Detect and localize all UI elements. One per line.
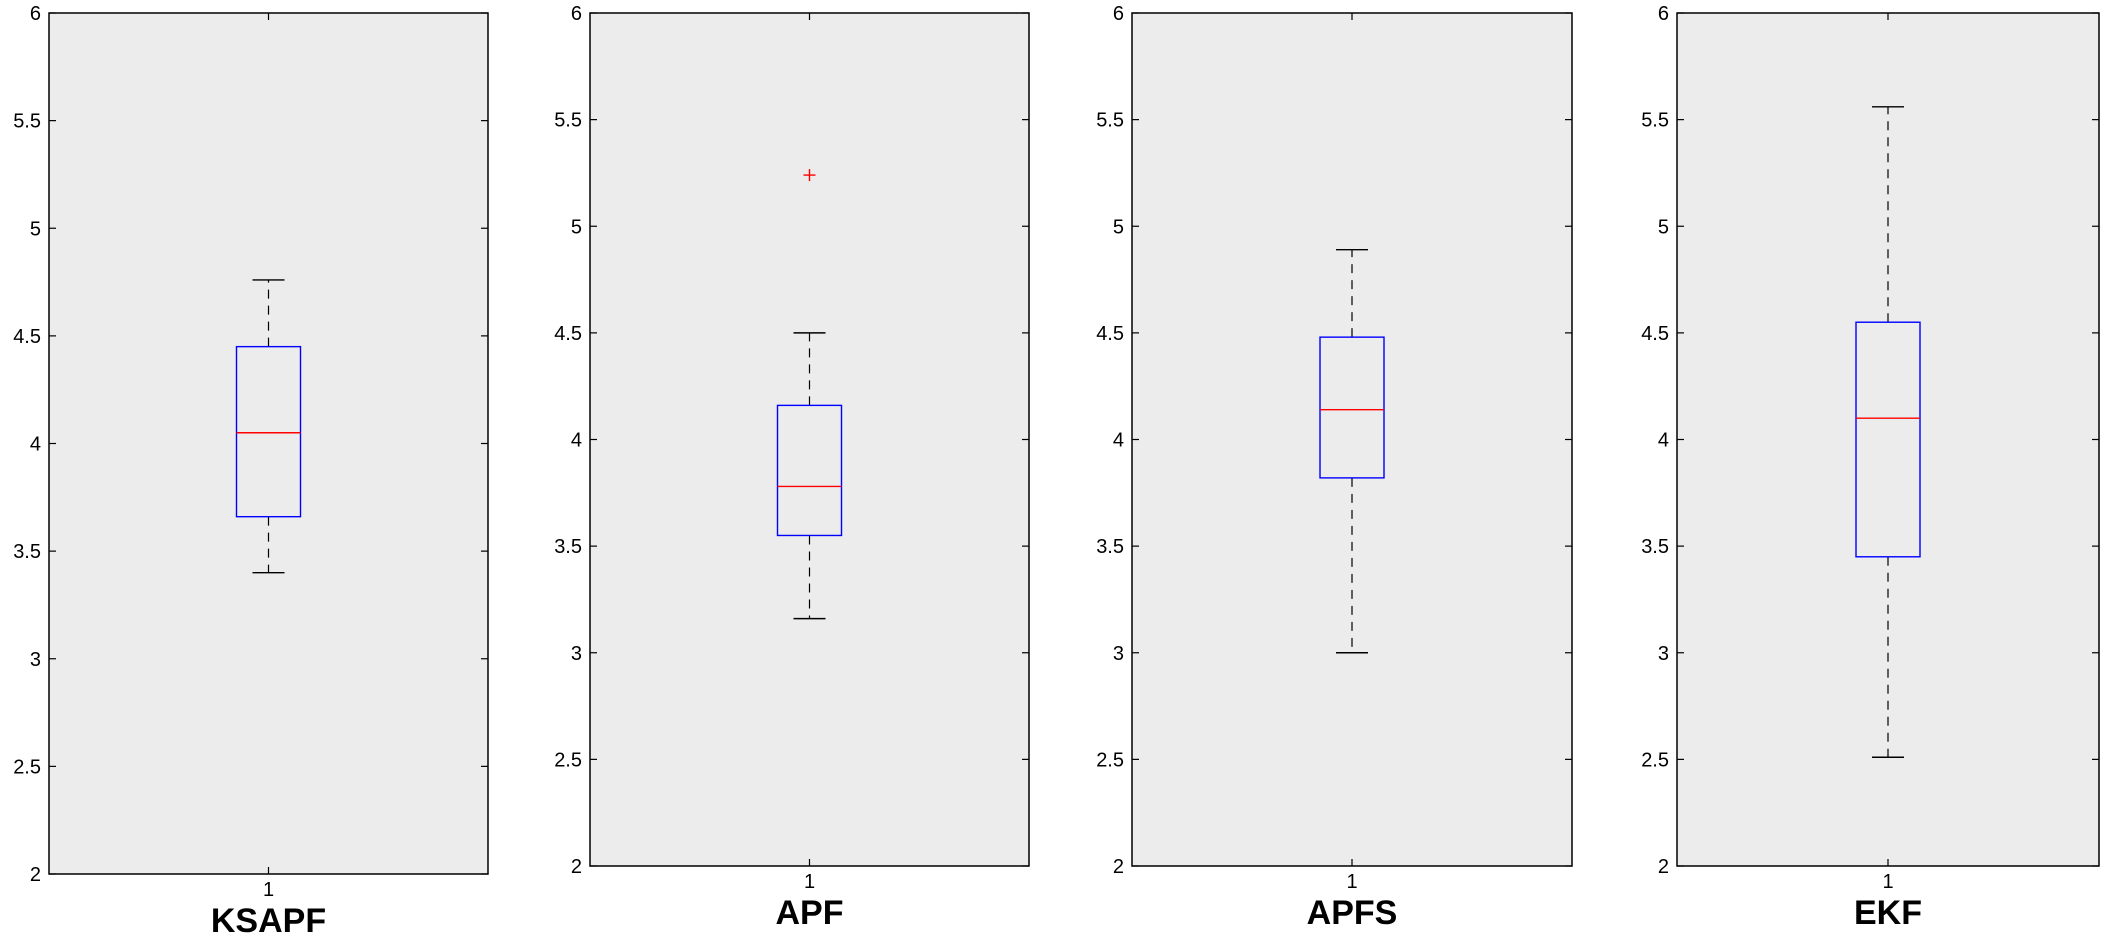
- panel-title: EKF: [1854, 894, 1922, 932]
- y-tick-label: 2.5: [554, 749, 582, 771]
- y-tick-label: 2: [571, 856, 582, 878]
- panel-title: APFS: [1307, 894, 1398, 932]
- y-tick-label: 4: [1113, 430, 1124, 452]
- y-tick-label: 5.5: [554, 110, 582, 132]
- y-tick-label: 2.5: [13, 756, 41, 778]
- outlier-point: [803, 169, 816, 182]
- iqr-box: [776, 404, 843, 537]
- y-tick-label: 3: [1113, 643, 1124, 665]
- y-tick-label: 6: [1658, 3, 1669, 25]
- y-tick-label: 5.5: [1641, 110, 1669, 132]
- x-tick-label: 1: [263, 879, 274, 901]
- y-tick-label: 3.5: [1096, 536, 1124, 558]
- y-tick-label: 3.5: [13, 541, 41, 563]
- y-tick-label: 5: [1113, 216, 1124, 238]
- plot-area: [589, 12, 1030, 867]
- y-tick-label: 5.5: [13, 111, 41, 133]
- x-tick-label: 1: [804, 871, 815, 893]
- y-tick-label: 4.5: [13, 326, 41, 348]
- panel-title: KSAPF: [211, 902, 326, 940]
- y-tick-label: 2: [1658, 856, 1669, 878]
- iqr-box: [1319, 336, 1385, 479]
- y-tick-label: 3: [1658, 643, 1669, 665]
- y-tick-label: 2.5: [1096, 749, 1124, 771]
- y-tick-label: 5: [1658, 216, 1669, 238]
- y-tick-label: 5: [30, 218, 41, 240]
- y-tick-label: 3: [571, 643, 582, 665]
- y-tick-label: 4.5: [1096, 323, 1124, 345]
- y-tick-label: 4.5: [1641, 323, 1669, 345]
- iqr-box: [235, 345, 302, 518]
- plot-area: [1131, 12, 1573, 867]
- y-tick-label: 4: [30, 434, 41, 456]
- y-tick-label: 2: [30, 864, 41, 886]
- y-tick-label: 3: [30, 649, 41, 671]
- y-tick-label: 6: [1113, 3, 1124, 25]
- y-tick-label: 5: [571, 216, 582, 238]
- y-tick-label: 3.5: [554, 536, 582, 558]
- y-tick-label: 4.5: [554, 323, 582, 345]
- y-tick-label: 6: [30, 3, 41, 25]
- y-tick-label: 4: [1658, 430, 1669, 452]
- plot-area: [48, 12, 489, 875]
- y-tick-label: 2: [1113, 856, 1124, 878]
- x-tick-label: 1: [1346, 871, 1357, 893]
- iqr-box: [1855, 321, 1921, 558]
- y-tick-label: 6: [571, 3, 582, 25]
- y-tick-label: 2.5: [1641, 749, 1669, 771]
- y-tick-label: 4: [571, 430, 582, 452]
- y-tick-label: 3.5: [1641, 536, 1669, 558]
- panel-title: APF: [776, 894, 844, 932]
- y-tick-label: 5.5: [1096, 110, 1124, 132]
- x-tick-label: 1: [1882, 871, 1893, 893]
